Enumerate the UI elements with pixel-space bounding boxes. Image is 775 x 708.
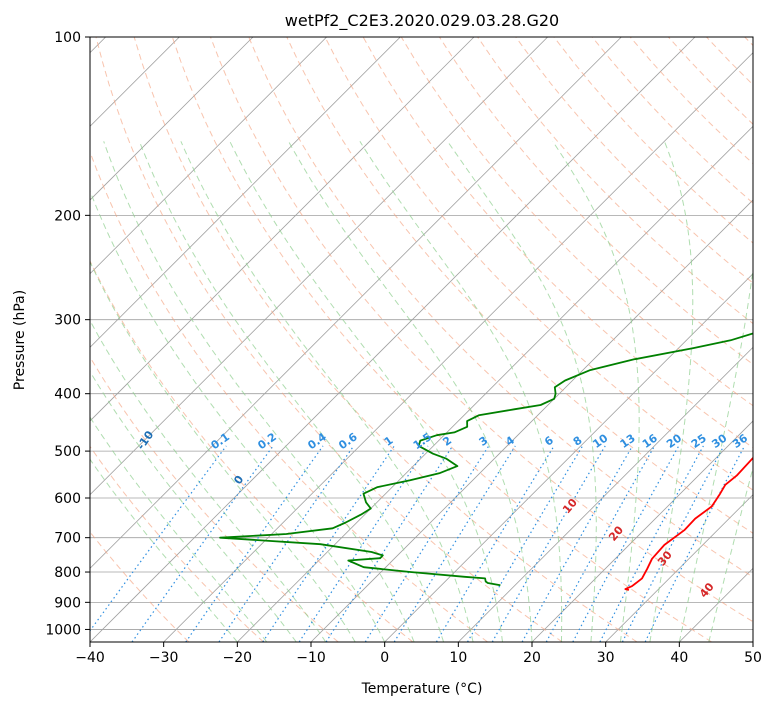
moist-adiabat-line [138, 141, 445, 642]
mixing-ratio-line [466, 445, 584, 642]
mixing-ratio-line [545, 445, 656, 642]
isotherm-line [237, 125, 753, 642]
chart-title: wetPf2_C2E3.2020.029.03.28.G20 [285, 11, 559, 31]
background-lines [90, 37, 753, 642]
isotherm-line [531, 420, 753, 642]
moist-adiabat-line [180, 141, 474, 642]
plot-frame [89, 36, 754, 643]
dewpoint-profile-line [219, 332, 753, 587]
y-tick-label: 300 [54, 313, 81, 329]
x-tick-label: −40 [75, 650, 105, 666]
mixing-ratio-line [435, 445, 555, 642]
isotherm-line [90, 37, 548, 496]
moist-adiabat-line [229, 141, 503, 642]
mixing-ratio-line [491, 445, 606, 642]
x-tick-label: −10 [296, 650, 326, 666]
x-axis: −40 −30 −20 −10 0 10 20 30 40 50 [75, 642, 762, 666]
y-tick-label: 100 [54, 30, 81, 46]
dry-adiabat-line [90, 259, 414, 642]
moist-adiabat-line [90, 319, 327, 642]
mixing-ratio-line [262, 445, 395, 642]
dry-adiabat-line [90, 445, 264, 642]
x-axis-label: Temperature (°C) [361, 681, 483, 697]
moist-adiabat-line [103, 141, 415, 642]
moist-adiabat-line [552, 141, 640, 642]
moist-adiabat-line [649, 141, 694, 642]
moist-adiabat-line [90, 416, 268, 642]
isotherm-line [384, 273, 753, 642]
moist-adiabat-line [90, 260, 356, 642]
x-tick-label: 50 [744, 650, 762, 666]
y-tick-label: 400 [54, 387, 81, 403]
isotherm-line [90, 37, 327, 275]
y-tick-label: 900 [54, 595, 81, 611]
mixing-ratio-line [364, 445, 490, 642]
x-tick-label: 10 [449, 650, 467, 666]
isotherm-line [90, 37, 696, 642]
dry-adiabat-line [515, 37, 753, 284]
y-axis: 100 200 300 400 500 600 700 800 900 1000 [45, 30, 90, 638]
profile-lines [219, 332, 753, 591]
x-tick-label: 30 [597, 650, 615, 666]
dry-adiabat-line [133, 37, 638, 642]
dry-adiabat-line [248, 37, 753, 578]
moist-adiabat-line [359, 141, 563, 642]
y-tick-label: 600 [54, 491, 81, 507]
x-tick-label: −20 [223, 650, 253, 666]
moist-adiabat-line [288, 141, 533, 642]
mixing-ratio-line [393, 445, 516, 642]
isotherm-line [90, 37, 475, 422]
temperature-profile-line [624, 456, 753, 591]
x-tick-label: 40 [670, 650, 688, 666]
mixing-ratio-line [325, 445, 454, 642]
isotherm-line [90, 37, 622, 569]
isotherm-line [90, 37, 254, 201]
moist-adiabat-line [90, 458, 238, 642]
mixing-ratio-line [572, 445, 680, 642]
x-tick-label: 20 [523, 650, 541, 666]
dry-adiabat-line [171, 37, 712, 642]
x-tick-label: −30 [149, 650, 179, 666]
moist-adiabat-line [678, 265, 753, 642]
moist-adiabat-line [90, 189, 386, 642]
mixing-ratio-line [521, 445, 634, 642]
dry-adiabat-line [286, 37, 753, 534]
y-tick-label: 200 [54, 208, 81, 224]
y-tick-label: 1000 [45, 622, 81, 638]
moist-adiabat-line [447, 141, 597, 642]
y-tick-label: 500 [54, 444, 81, 460]
x-tick-label: 0 [380, 650, 389, 666]
dry-adiabat-line [95, 37, 563, 642]
moist-adiabat-line [708, 466, 753, 642]
isotherm-line [90, 37, 401, 348]
y-tick-label: 700 [54, 531, 81, 547]
moist-adiabat-line [90, 370, 297, 642]
dry-adiabat-line [210, 37, 753, 623]
y-tick-label: 800 [54, 565, 81, 581]
isotherm-line [605, 494, 753, 642]
y-axis-label: Pressure (hPa) [12, 290, 28, 390]
